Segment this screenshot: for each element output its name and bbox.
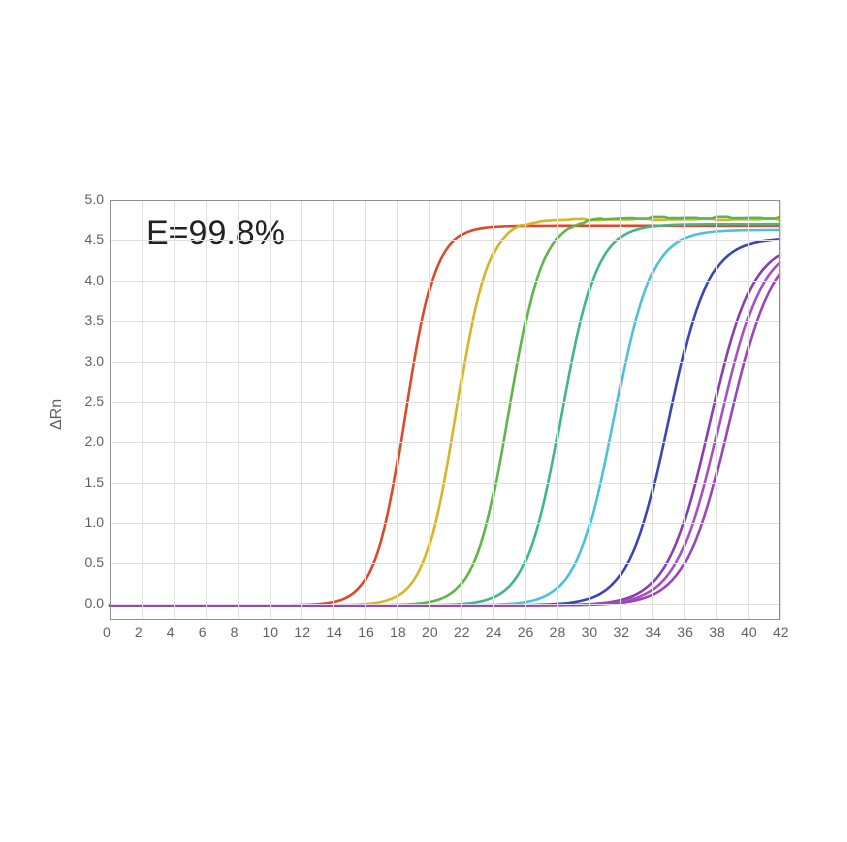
x-tick-label: 12: [294, 624, 310, 640]
y-tick-label: 3.5: [85, 312, 104, 328]
gridline-vertical: [365, 200, 366, 620]
gridline-vertical: [174, 200, 175, 620]
x-tick-label: 16: [358, 624, 374, 640]
x-tick-label: 38: [709, 624, 725, 640]
x-tick-label: 8: [231, 624, 239, 640]
y-axis-label: ΔRn: [48, 399, 66, 430]
series-line: [110, 219, 780, 606]
x-tick-label: 24: [486, 624, 502, 640]
series-line: [110, 230, 780, 606]
x-tick-label: 30: [582, 624, 598, 640]
gridline-horizontal: [110, 442, 780, 443]
x-tick-label: 10: [263, 624, 279, 640]
x-tick-label: 4: [167, 624, 175, 640]
x-tick-label: 28: [550, 624, 566, 640]
gridline-horizontal: [110, 483, 780, 484]
gridline-vertical: [589, 200, 590, 620]
y-tick-label: 3.0: [85, 353, 104, 369]
x-tick-label: 14: [326, 624, 342, 640]
gridline-horizontal: [110, 604, 780, 605]
chart-container: E=99.8% ΔRn 0246810121416182022242628303…: [0, 0, 847, 842]
x-tick-label: 20: [422, 624, 438, 640]
x-tick-label: 0: [103, 624, 111, 640]
gridline-horizontal: [110, 523, 780, 524]
x-tick-label: 36: [677, 624, 693, 640]
gridline-vertical: [716, 200, 717, 620]
gridline-vertical: [333, 200, 334, 620]
gridline-vertical: [429, 200, 430, 620]
x-tick-label: 2: [135, 624, 143, 640]
gridline-vertical: [142, 200, 143, 620]
gridline-vertical: [525, 200, 526, 620]
chart-svg: [110, 200, 780, 620]
gridline-vertical: [206, 200, 207, 620]
y-tick-label: 0.0: [85, 595, 104, 611]
gridline-vertical: [557, 200, 558, 620]
y-tick-label: 1.0: [85, 514, 104, 530]
series-line: [110, 263, 780, 606]
x-tick-label: 32: [613, 624, 629, 640]
gridline-horizontal: [110, 321, 780, 322]
series-line: [110, 217, 780, 606]
series-line: [110, 239, 780, 605]
gridline-horizontal: [110, 402, 780, 403]
gridline-horizontal: [110, 200, 780, 201]
gridline-vertical: [110, 200, 111, 620]
gridline-vertical: [238, 200, 239, 620]
gridline-vertical: [748, 200, 749, 620]
gridline-horizontal: [110, 362, 780, 363]
gridline-vertical: [270, 200, 271, 620]
gridline-vertical: [652, 200, 653, 620]
gridline-horizontal: [110, 563, 780, 564]
x-tick-label: 40: [741, 624, 757, 640]
gridline-vertical: [493, 200, 494, 620]
gridline-vertical: [301, 200, 302, 620]
gridline-horizontal: [110, 281, 780, 282]
x-tick-label: 42: [773, 624, 789, 640]
y-tick-label: 4.5: [85, 231, 104, 247]
y-tick-label: 4.0: [85, 272, 104, 288]
series-line: [110, 255, 780, 606]
gridline-horizontal: [110, 240, 780, 241]
y-tick-label: 2.5: [85, 393, 104, 409]
plot-area: [110, 200, 780, 620]
gridline-vertical: [461, 200, 462, 620]
gridline-vertical: [620, 200, 621, 620]
x-tick-label: 18: [390, 624, 406, 640]
gridline-vertical: [684, 200, 685, 620]
series-line: [110, 226, 780, 606]
gridline-vertical: [397, 200, 398, 620]
y-tick-label: 2.0: [85, 433, 104, 449]
x-tick-label: 26: [518, 624, 534, 640]
y-tick-label: 1.5: [85, 474, 104, 490]
chart-frame: E=99.8% ΔRn 0246810121416182022242628303…: [40, 190, 790, 660]
gridline-vertical: [780, 200, 781, 620]
x-tick-label: 22: [454, 624, 470, 640]
y-tick-label: 5.0: [85, 191, 104, 207]
x-tick-label: 6: [199, 624, 207, 640]
y-tick-label: 0.5: [85, 554, 104, 570]
x-tick-label: 34: [645, 624, 661, 640]
